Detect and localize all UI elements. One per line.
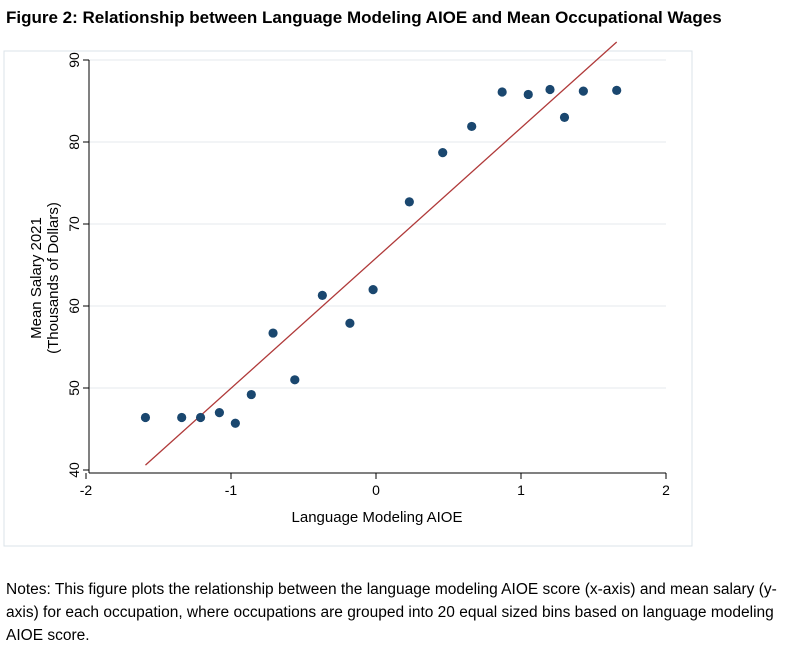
data-point (404, 197, 414, 207)
y-axis-title-line2: (Thousands of Dollars) (45, 202, 62, 354)
data-point (268, 328, 278, 338)
data-point (230, 418, 240, 428)
x-tick-label: 0 (372, 482, 380, 498)
y-tick-label: 60 (66, 298, 82, 314)
data-point (246, 389, 256, 400)
data-point (559, 112, 570, 122)
x-tick-label: -2 (80, 482, 93, 498)
data-point (438, 148, 448, 158)
y-axis-title-line1: Mean Salary 2021 (28, 217, 45, 339)
y-tick-label: 70 (66, 216, 82, 232)
y-tick-label: 50 (66, 380, 82, 396)
chart-area: 40 50 60 70 80 90 -2 -1 0 1 2 Language Modeling AI… (0, 38, 800, 550)
data-point (545, 84, 555, 95)
data-point (612, 85, 622, 95)
data-point (523, 89, 533, 100)
data-point (467, 121, 477, 132)
x-tick-label: 2 (662, 482, 670, 498)
data-point (345, 318, 355, 328)
axes: 40 50 60 70 80 90 -2 -1 0 1 2 (66, 52, 670, 498)
y-tick-label: 90 (66, 52, 82, 68)
fitted-line (145, 41, 618, 466)
data-point (140, 412, 151, 423)
data-point (195, 412, 206, 423)
figure-notes: Notes: This figure plots the relationshi… (6, 581, 777, 644)
fit-line-layer (145, 41, 618, 466)
data-point (177, 412, 187, 423)
y-axis-title: Mean Salary 2021 (Thousands of Dollars) (28, 202, 62, 354)
data-point (497, 87, 507, 97)
data-point (368, 285, 378, 295)
grid-lines (89, 59, 666, 389)
x-axis-title: Language Modeling AIOE (292, 509, 463, 526)
graph-region-border (3, 50, 693, 547)
data-point (317, 290, 327, 300)
scatter-chart: 40 50 60 70 80 90 -2 -1 0 1 2 Language Modeling AI… (3, 41, 693, 547)
y-tick-label: 80 (66, 134, 82, 150)
y-tick-label: 40 (66, 462, 82, 478)
data-point (578, 86, 588, 96)
x-tick-label: 1 (517, 482, 525, 498)
x-tick-label: -1 (225, 482, 238, 498)
figure-title: Figure 2: Relationship between Language … (6, 8, 722, 27)
data-point (290, 375, 300, 385)
data-point (214, 408, 224, 418)
data-points (140, 84, 622, 428)
